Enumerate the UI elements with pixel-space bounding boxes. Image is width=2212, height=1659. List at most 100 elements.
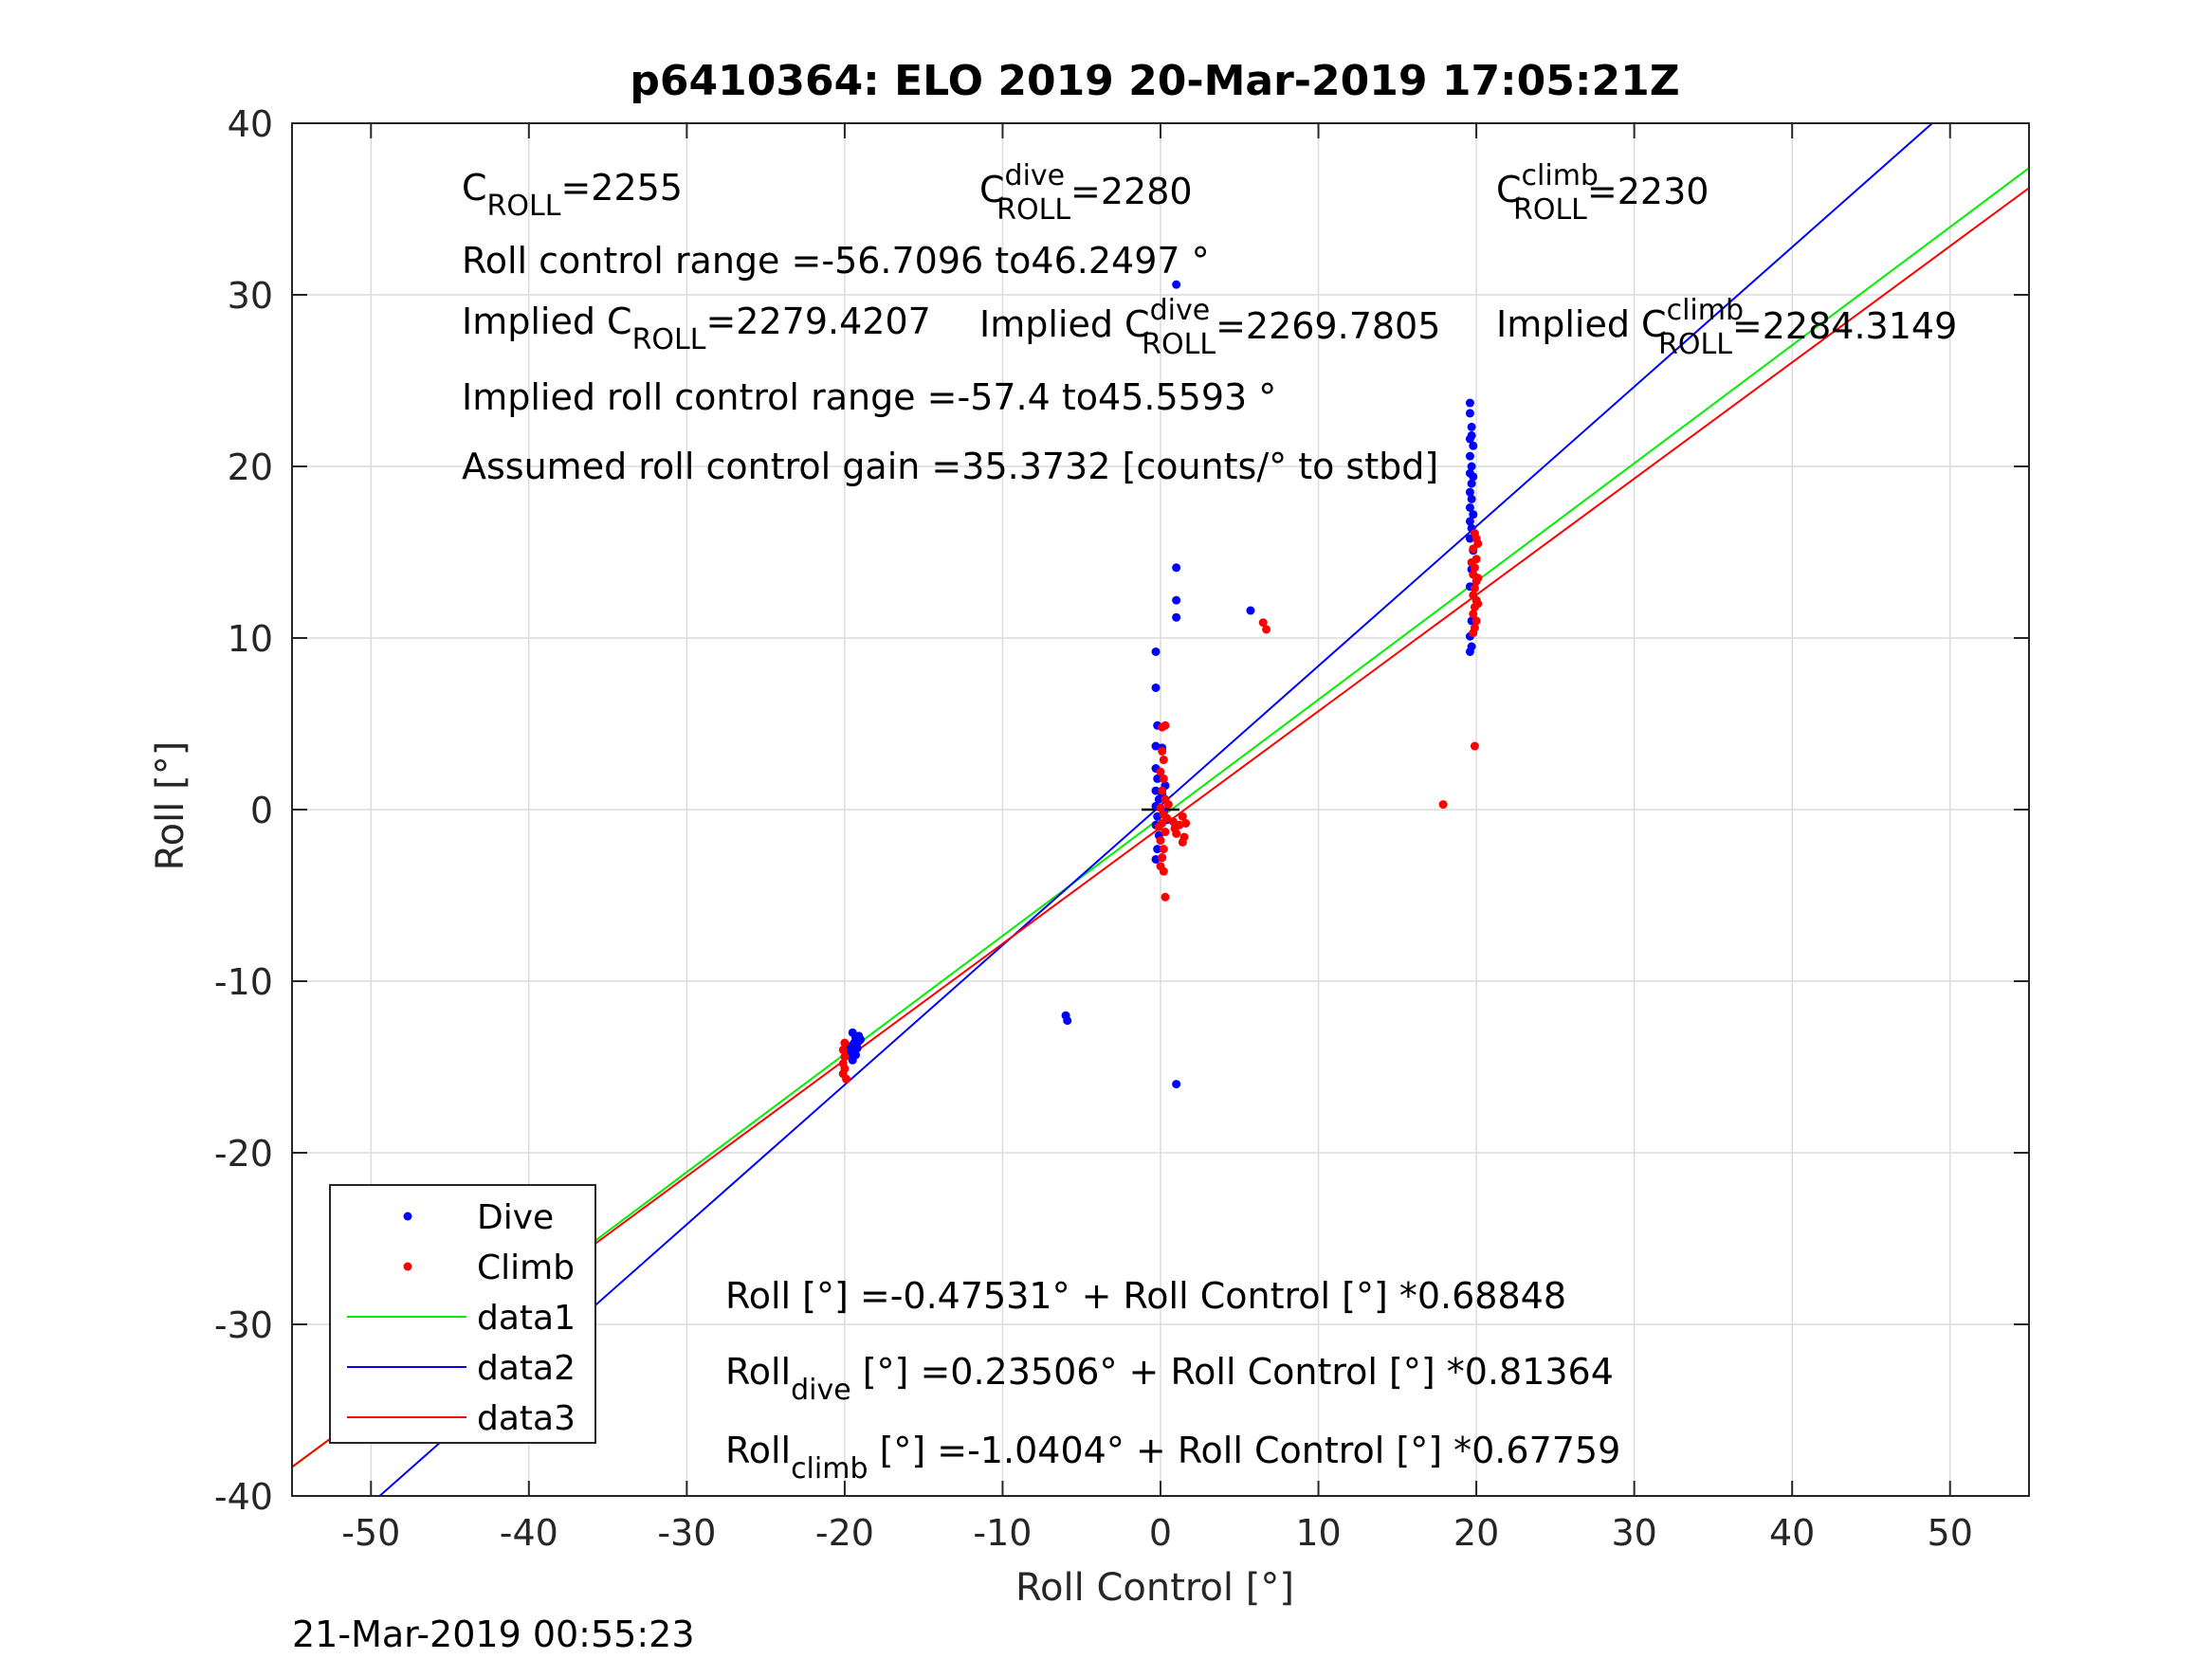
- x-tick-label: -40: [500, 1512, 558, 1554]
- data-points: [838, 280, 1483, 1089]
- x-tick-label: 20: [1453, 1512, 1499, 1554]
- x-tick-label: -10: [973, 1512, 1032, 1554]
- climb-point: [1156, 836, 1165, 846]
- climb-point: [1473, 574, 1483, 583]
- roll-control-gain-text: Assumed roll control gain =35.3732 [coun…: [462, 446, 1438, 487]
- dive-point: [1172, 612, 1181, 622]
- dive-point: [1469, 472, 1478, 482]
- implied-c-roll-climb-text: Implied Cclimb ROLL=2284.3149: [1496, 294, 1957, 361]
- climb-point: [1438, 800, 1448, 810]
- dive-point: [1172, 280, 1181, 289]
- dive-point: [1151, 647, 1161, 656]
- climb-point: [1156, 767, 1165, 776]
- c-roll-climb-text: Cclimb ROLL=2230: [1496, 159, 1709, 227]
- implied-c-roll-text: Implied CROLL=2279.4207: [462, 301, 931, 356]
- y-tick-label: 0: [250, 790, 273, 831]
- x-tick-label: 50: [1928, 1512, 1973, 1554]
- climb-point: [1470, 741, 1479, 751]
- dive-point: [1465, 409, 1474, 418]
- x-axis-label: Roll Control [°]: [1015, 1566, 1294, 1610]
- climb-point: [1161, 720, 1170, 730]
- climb-point: [1161, 892, 1170, 902]
- dive-point: [1153, 774, 1162, 783]
- climb-point: [1159, 866, 1168, 876]
- climb-point: [1472, 616, 1481, 626]
- climb-point: [1178, 837, 1187, 847]
- climb-point: [1258, 618, 1268, 628]
- climb-point: [1262, 625, 1271, 634]
- dive-point: [1465, 451, 1474, 461]
- dive-point: [1469, 441, 1478, 450]
- y-tick-label: 40: [228, 103, 273, 145]
- implied-c-roll-dive-text: Implied Cdive ROLL=2269.7805: [979, 294, 1440, 361]
- climb-point: [1156, 803, 1165, 812]
- climb-point: [1470, 584, 1479, 593]
- fit-climb-text: Rollclimb [°] =-1.0404° + Roll Control […: [725, 1430, 1620, 1486]
- dive-point: [1151, 683, 1161, 692]
- climb-point: [1158, 786, 1167, 795]
- climb-point: [1168, 817, 1178, 827]
- climb-point: [842, 1074, 851, 1084]
- legend-label: Climb: [477, 1249, 575, 1287]
- climb-point: [1170, 824, 1179, 833]
- dive-point: [1467, 494, 1476, 503]
- x-tick-label: 40: [1769, 1512, 1815, 1554]
- dive-point: [1467, 479, 1476, 488]
- climb-point: [1467, 557, 1476, 567]
- dive-point: [1465, 517, 1474, 526]
- climb-point: [1159, 774, 1168, 783]
- x-tick-label: 0: [1149, 1512, 1172, 1554]
- c-roll-dive-text: Cdive ROLL=2280: [979, 159, 1193, 227]
- implied-roll-range-text: Implied roll control range =-57.4 to45.5…: [462, 376, 1276, 418]
- dive-point: [1467, 642, 1476, 651]
- dive-point: [1465, 487, 1474, 497]
- climb-point: [1178, 811, 1187, 821]
- dive-point: [847, 1052, 856, 1062]
- y-tick-label: 10: [228, 618, 273, 660]
- climb-point: [838, 1045, 848, 1054]
- fit-all-text: Roll [°] =-0.47531° + Roll Control [°] *…: [725, 1275, 1566, 1317]
- climb-point: [840, 1038, 850, 1048]
- dive-point: [1469, 510, 1478, 520]
- y-tick-label: 20: [228, 447, 273, 488]
- dive-point: [1467, 462, 1476, 471]
- dive-point: [1063, 1016, 1072, 1026]
- climb-point: [1473, 538, 1483, 548]
- dive-point: [1151, 786, 1161, 795]
- climb-point: [1159, 845, 1168, 854]
- dive-point: [1246, 606, 1255, 615]
- legend-label: data3: [477, 1399, 576, 1438]
- dive-point: [1172, 1080, 1181, 1089]
- climb-point: [1181, 818, 1191, 828]
- legend-label: data2: [477, 1349, 576, 1388]
- legend-label: Dive: [477, 1198, 554, 1237]
- y-tick-label: 30: [228, 275, 273, 317]
- y-tick-label: -40: [214, 1476, 273, 1518]
- climb-point: [1162, 813, 1172, 823]
- y-axis-label: Roll [°]: [149, 741, 192, 871]
- dive-point: [1467, 422, 1476, 431]
- y-tick-label: -30: [214, 1304, 273, 1346]
- climb-point: [1158, 746, 1167, 756]
- dive-point: [852, 1044, 862, 1053]
- climb-point: [1161, 828, 1170, 837]
- climb-point: [1469, 629, 1478, 638]
- legend: Dive Climb data1 data2 data3: [329, 1184, 596, 1444]
- x-tick-label: 30: [1611, 1512, 1656, 1554]
- fit-dive-text: Rolldive [°] =0.23506° + Roll Control [°…: [725, 1351, 1614, 1407]
- climb-point: [1158, 853, 1167, 863]
- c-roll-text: CROLL=2255: [462, 167, 683, 223]
- y-tick-label: -10: [214, 961, 273, 1003]
- climb-point: [840, 1052, 850, 1062]
- legend-marker-climb: [403, 1262, 412, 1271]
- roll-control-range-text: Roll control range =-56.7096 to46.2497 °: [462, 240, 1210, 282]
- dive-point: [1153, 845, 1162, 854]
- x-tick-label: 10: [1295, 1512, 1341, 1554]
- x-tick-label: -30: [657, 1512, 716, 1554]
- chart-title: p6410364: ELO 2019 20-Mar-2019 17:05:21Z: [630, 57, 1679, 105]
- x-tick-label: -20: [815, 1512, 874, 1554]
- dive-point: [1465, 502, 1474, 512]
- x-tick-label: -50: [341, 1512, 400, 1554]
- dive-point: [1467, 430, 1476, 440]
